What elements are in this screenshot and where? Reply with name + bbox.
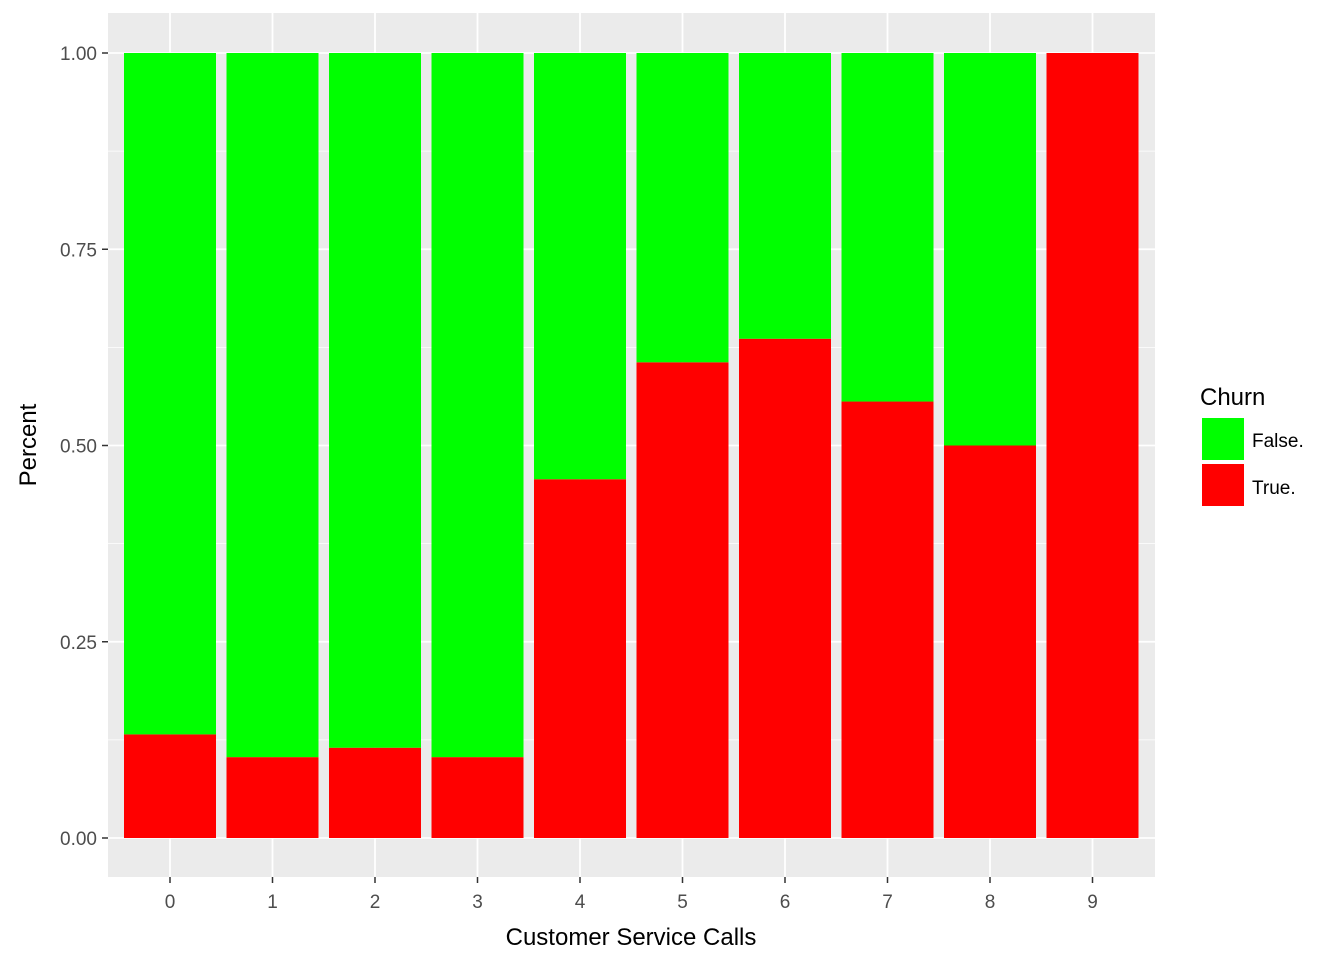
bar-true-7 xyxy=(841,401,934,838)
x-axis-title: Customer Service Calls xyxy=(506,924,757,951)
bar-false-0 xyxy=(124,53,216,735)
y-tick-label: 0.25 xyxy=(60,633,97,654)
bar-false-6 xyxy=(739,53,831,339)
legend-key-true xyxy=(1202,464,1244,506)
x-tick-label: 6 xyxy=(780,892,791,913)
x-tick-label: 7 xyxy=(882,892,893,913)
bar-false-3 xyxy=(431,53,524,758)
bar-true-2 xyxy=(329,747,421,838)
x-tick-label: 8 xyxy=(985,892,996,913)
y-axis: 0.00 0.25 0.50 0.75 1.00 xyxy=(60,44,108,850)
y-tick-label: 0.75 xyxy=(60,240,97,261)
y-axis-title: Percent xyxy=(15,403,42,486)
bar-false-4 xyxy=(534,53,626,480)
bar-true-8 xyxy=(944,445,1036,838)
bar-false-8 xyxy=(944,53,1036,446)
x-tick-label: 3 xyxy=(472,892,483,913)
y-tick-label: 0.50 xyxy=(60,437,97,458)
bars xyxy=(124,53,1139,838)
legend: Churn False. True. xyxy=(1200,384,1304,506)
x-tick-label: 0 xyxy=(165,892,176,913)
bar-false-7 xyxy=(841,53,934,402)
legend-title: Churn xyxy=(1200,384,1265,411)
bar-true-6 xyxy=(739,338,831,838)
bar-false-1 xyxy=(226,53,319,758)
legend-label-true: True. xyxy=(1252,478,1296,499)
y-tick-label: 0.00 xyxy=(60,829,97,850)
bar-true-4 xyxy=(534,479,626,838)
bar-false-2 xyxy=(329,53,421,748)
bar-true-0 xyxy=(124,734,216,838)
bar-false-5 xyxy=(636,53,729,363)
bar-true-3 xyxy=(431,757,524,838)
legend-key-false xyxy=(1202,418,1244,460)
x-tick-label: 9 xyxy=(1087,892,1098,913)
x-tick-label: 5 xyxy=(677,892,688,913)
x-tick-label: 1 xyxy=(267,892,278,913)
bar-true-5 xyxy=(636,362,729,838)
x-tick-label: 4 xyxy=(575,892,586,913)
x-axis: 0 1 2 3 4 5 6 7 8 9 xyxy=(165,877,1098,913)
x-tick-label: 2 xyxy=(370,892,381,913)
y-tick-label: 1.00 xyxy=(60,44,97,65)
legend-label-false: False. xyxy=(1252,431,1304,452)
bar-true-1 xyxy=(226,757,319,838)
bar-true-9 xyxy=(1046,53,1139,838)
